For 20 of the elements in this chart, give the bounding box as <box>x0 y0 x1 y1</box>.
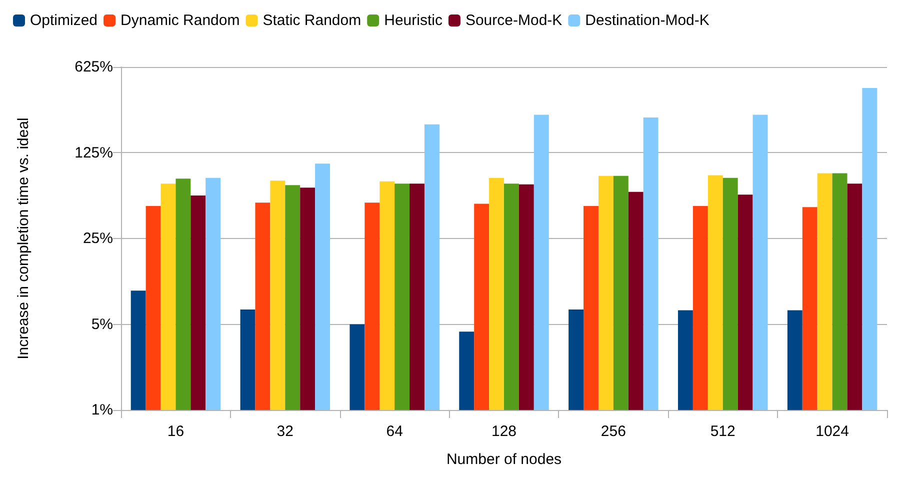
y-tick-label: 125% <box>74 144 113 162</box>
x-tick-label: 128 <box>491 423 517 440</box>
x-tick-label: 1024 <box>816 423 849 440</box>
x-tick-label: 32 <box>276 423 294 440</box>
y-tick-label: 5% <box>91 316 113 333</box>
legend-label: Heuristic <box>384 12 443 29</box>
y-tick-label: 25% <box>82 230 113 247</box>
x-tick-label: 16 <box>167 423 184 440</box>
x-tick-label: 64 <box>386 423 403 440</box>
y-tick-label: 625% <box>74 58 113 76</box>
legend-label: Dynamic Random <box>120 12 240 29</box>
x-tick-label: 256 <box>600 423 626 440</box>
x-tick-label: 512 <box>710 423 736 440</box>
legend-label: Optimized <box>30 12 98 29</box>
y-axis-title: Increase in completion time vs. ideal <box>15 118 32 360</box>
legend-label: Source-Mod-K <box>465 12 562 29</box>
legend-label: Destination-Mod-K <box>585 12 710 29</box>
legend-label: Static Random <box>262 12 362 29</box>
x-axis-title: Number of nodes <box>446 451 562 468</box>
y-tick-label: 1% <box>91 402 113 418</box>
